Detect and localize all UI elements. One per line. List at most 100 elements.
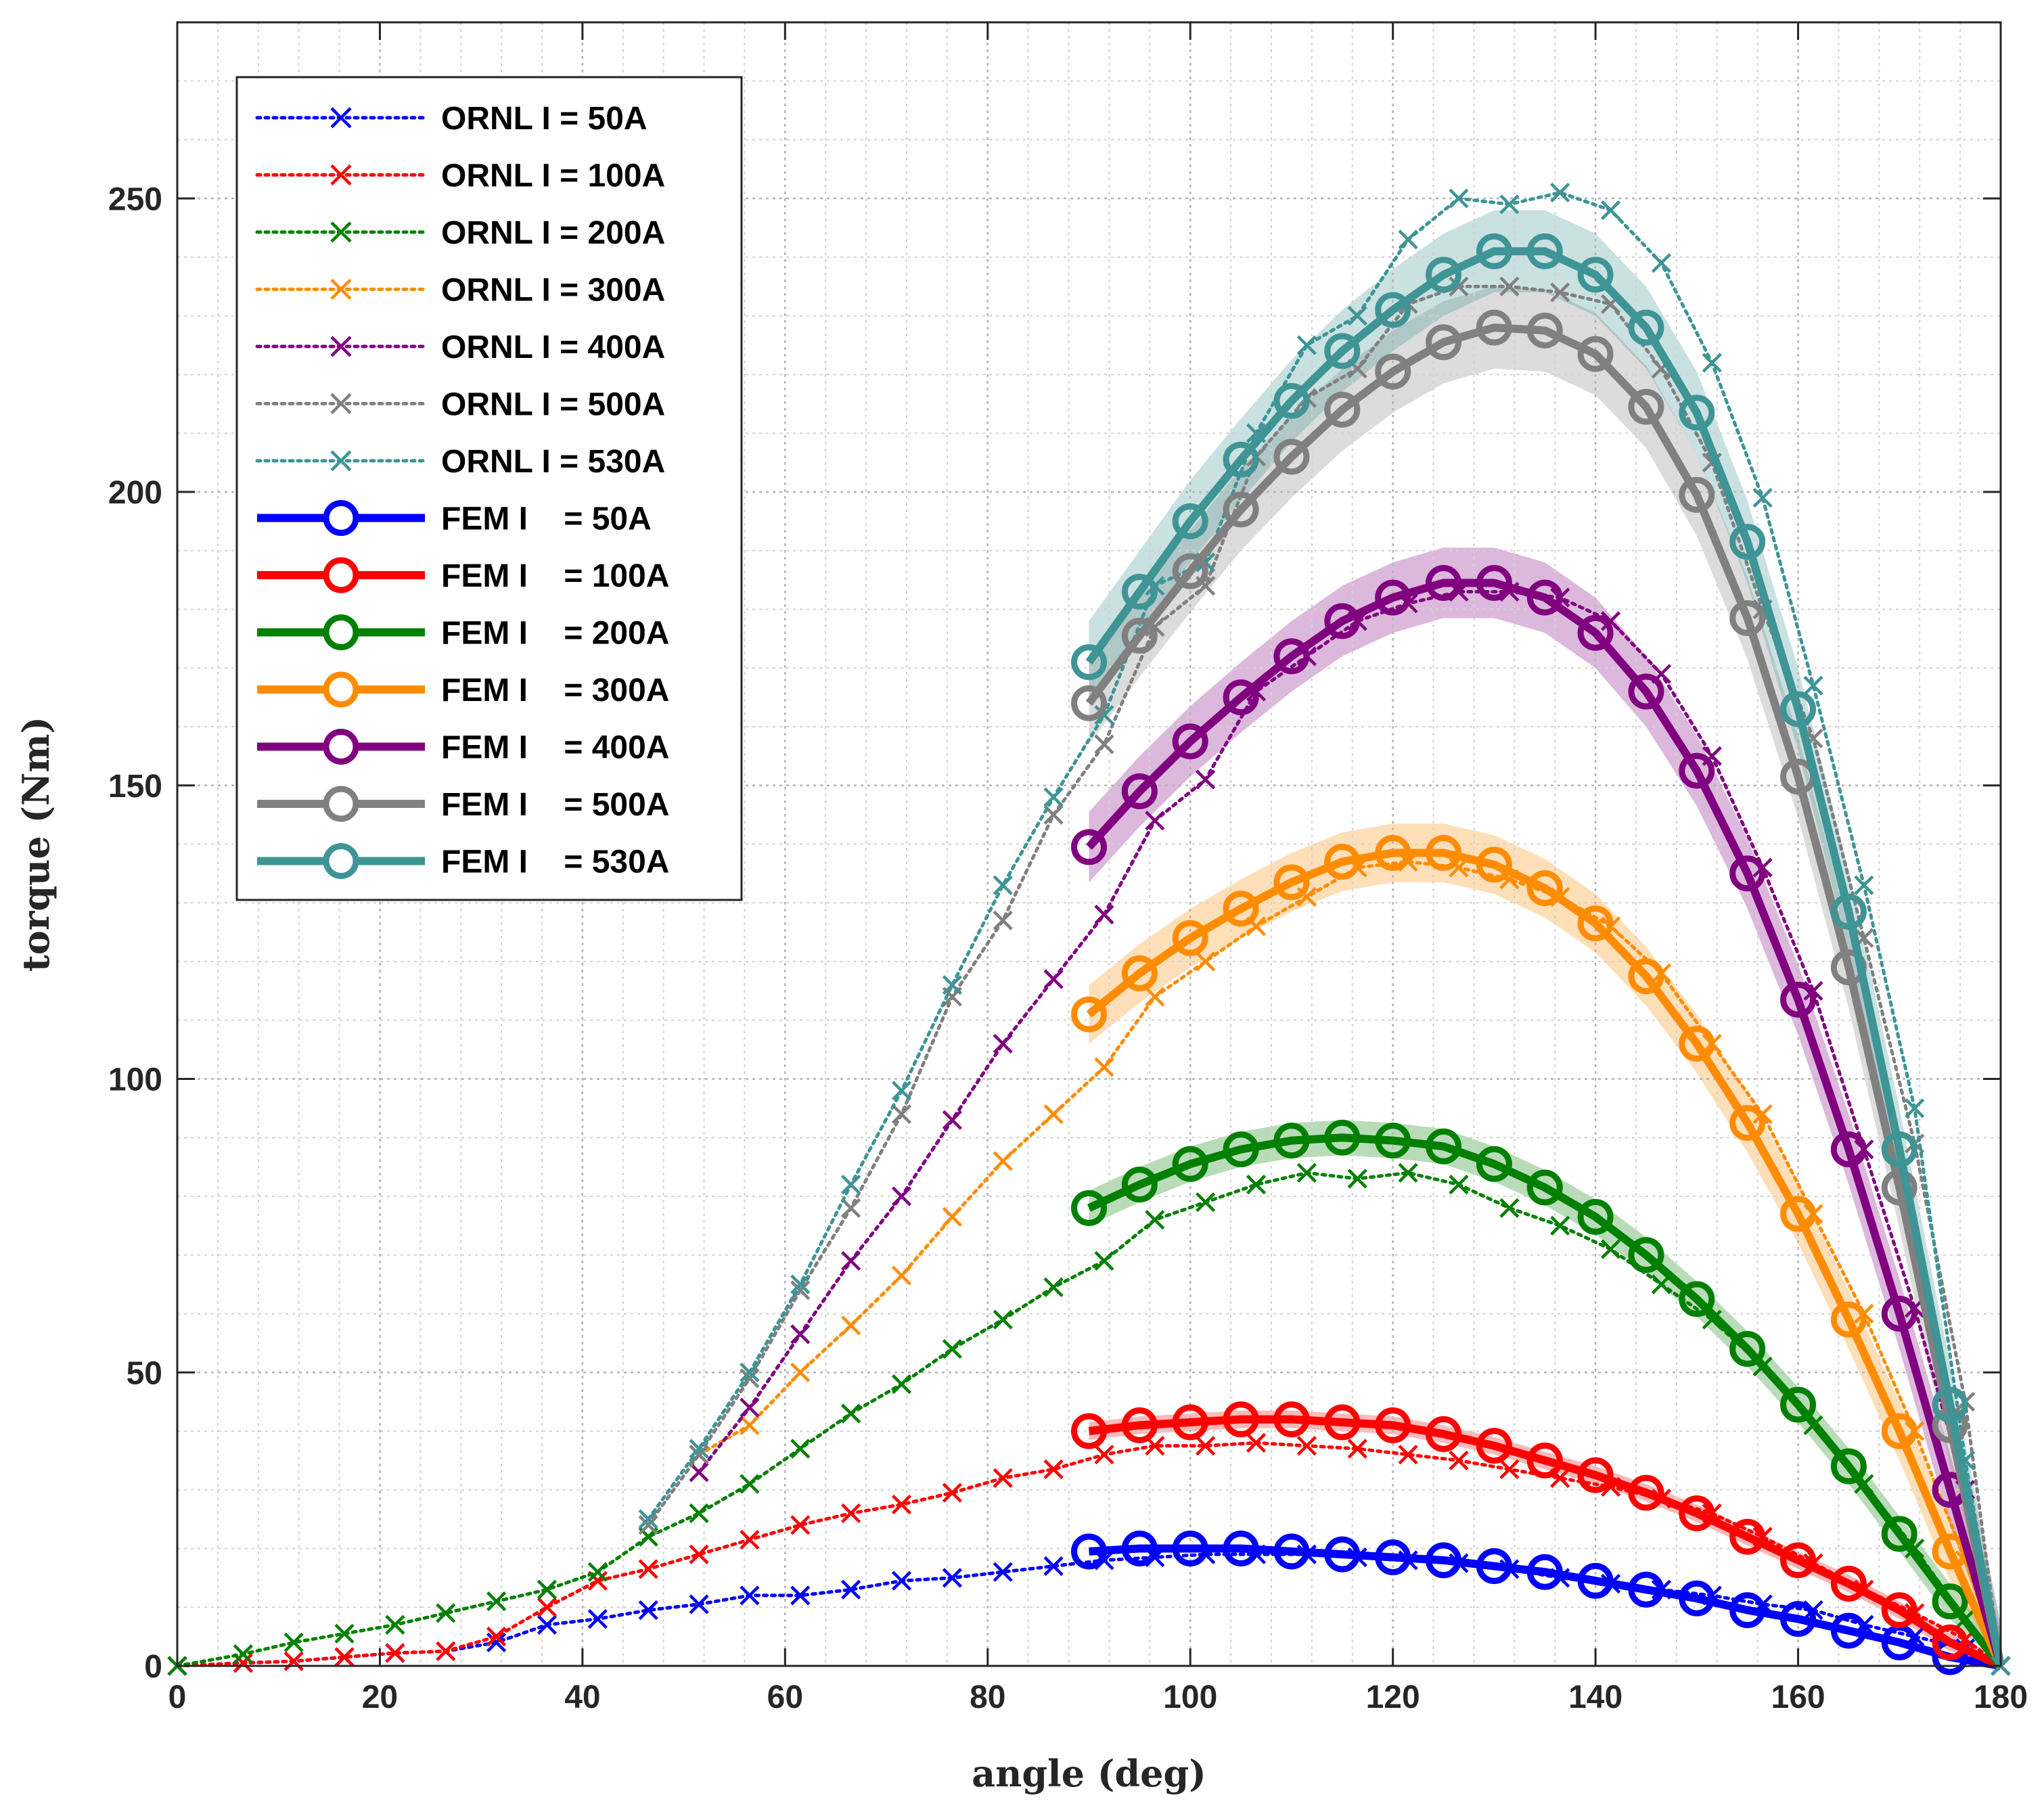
legend-entry: FEM I = 500A <box>257 786 669 823</box>
ornl-point <box>1094 1445 1114 1465</box>
fem-point <box>1628 1571 1664 1608</box>
ornl-point <box>689 1462 709 1483</box>
legend-marker <box>330 278 352 300</box>
fem-series <box>1071 1531 2002 1675</box>
x-tick-label: 0 <box>168 1679 187 1715</box>
fem-point <box>1679 1281 1715 1317</box>
fem-point <box>1375 1407 1411 1443</box>
ornl-point <box>1094 905 1114 925</box>
ornl-point <box>942 975 962 995</box>
fem-point <box>1679 752 1715 789</box>
ornl-point <box>1600 1239 1621 1259</box>
fem-point <box>1476 846 1512 883</box>
legend-marker <box>330 221 352 243</box>
ornl-point <box>1246 423 1267 443</box>
legend-entry: ORNL I = 530A <box>255 444 665 480</box>
fem-point <box>1273 383 1310 420</box>
fem-point <box>1577 256 1614 293</box>
axes-box <box>176 21 2002 1667</box>
fem-point <box>1071 1190 1107 1226</box>
legend-label: FEM I = 400A <box>441 730 669 766</box>
fem-point <box>1375 353 1411 390</box>
fem-series <box>1071 835 2005 1668</box>
ornl-point <box>841 1250 861 1271</box>
ornl-point <box>891 1374 912 1395</box>
legend-label: FEM I = 200A <box>441 616 669 652</box>
fem-point <box>1476 1146 1512 1182</box>
legend-entry: ORNL I = 200A <box>255 215 665 251</box>
x-axis-title: angle (deg) <box>972 1752 1206 1795</box>
ornl-point <box>1296 886 1317 907</box>
ornl-point <box>891 1081 912 1101</box>
legend-marker <box>330 450 352 472</box>
fem-point <box>1172 723 1208 760</box>
ornl-point <box>638 1559 658 1579</box>
fem-point <box>1830 1448 1867 1485</box>
ornl-point <box>1499 194 1520 214</box>
fem-point <box>1273 1401 1310 1438</box>
fem-point <box>1830 1612 1867 1649</box>
x-tick-label: 20 <box>362 1679 398 1715</box>
ornl-series <box>638 182 2011 1676</box>
ornl-point <box>1145 1436 1165 1456</box>
legend-box <box>235 76 743 901</box>
fem-point <box>1729 1105 1766 1142</box>
ornl-point <box>1196 951 1216 972</box>
fem-point <box>1324 333 1361 369</box>
fem-point <box>1780 1542 1817 1579</box>
fem-point <box>1526 1554 1563 1590</box>
ornl-point <box>537 1614 558 1635</box>
x-tick-label: 100 <box>1163 1679 1217 1715</box>
fem-point <box>1172 1531 1208 1566</box>
ornl-point <box>790 1362 811 1382</box>
x-tick-label: 160 <box>1771 1679 1825 1715</box>
ornl-point <box>1398 229 1418 250</box>
legend-label: FEM I = 300A <box>441 673 669 708</box>
ornl-point <box>1347 359 1367 379</box>
ornl-point <box>891 1494 912 1515</box>
ornl-point <box>1398 1445 1418 1465</box>
legend-marker <box>323 557 359 593</box>
ornl-point <box>1043 1104 1064 1125</box>
legend-marker <box>330 392 352 415</box>
ornl-point <box>1145 987 1165 1007</box>
fem-point <box>1679 1025 1715 1062</box>
fem-point <box>1932 1583 1968 1620</box>
ornl-point <box>1196 769 1216 790</box>
ornl-point <box>283 1651 304 1671</box>
fem-point <box>1780 691 1817 727</box>
ornl-point <box>1550 182 1570 203</box>
legend-marker <box>323 786 359 822</box>
fem-point <box>1324 844 1361 880</box>
ornl-point <box>689 1439 709 1459</box>
legend-label: FEM I = 100A <box>441 558 669 594</box>
legend-marker <box>330 336 352 357</box>
legend-entry: ORNL I = 300A <box>255 273 665 309</box>
legend-marker <box>330 164 352 186</box>
fem-point <box>1273 1123 1310 1159</box>
fem-point <box>1628 958 1664 995</box>
fem-point <box>1932 1624 1968 1660</box>
ornl-point <box>942 1568 962 1588</box>
fem-point <box>1729 855 1766 892</box>
fem-point <box>1577 336 1614 372</box>
ornl-line <box>646 190 2003 1668</box>
ornl-point <box>486 1632 507 1652</box>
ornl-line <box>175 1441 2003 1668</box>
fem-point <box>1729 1592 1766 1629</box>
fem-point <box>1273 638 1310 675</box>
ornl-point <box>1094 1250 1114 1271</box>
legend-label: ORNL I = 300A <box>441 273 665 309</box>
ornl-point <box>689 1445 709 1465</box>
y-axis-title: torque (Nm) <box>14 717 58 972</box>
y-tick-label: 50 <box>127 1355 162 1391</box>
ornl-point <box>1347 306 1367 326</box>
fem-point <box>1273 864 1310 901</box>
ornl-point <box>334 1623 355 1644</box>
fem-point <box>1426 1416 1462 1452</box>
fem-point <box>1679 476 1715 513</box>
fem-point <box>1121 573 1158 610</box>
fem-point <box>1071 1413 1107 1449</box>
ornl-point <box>486 1591 507 1612</box>
ornl-point <box>689 1503 709 1524</box>
